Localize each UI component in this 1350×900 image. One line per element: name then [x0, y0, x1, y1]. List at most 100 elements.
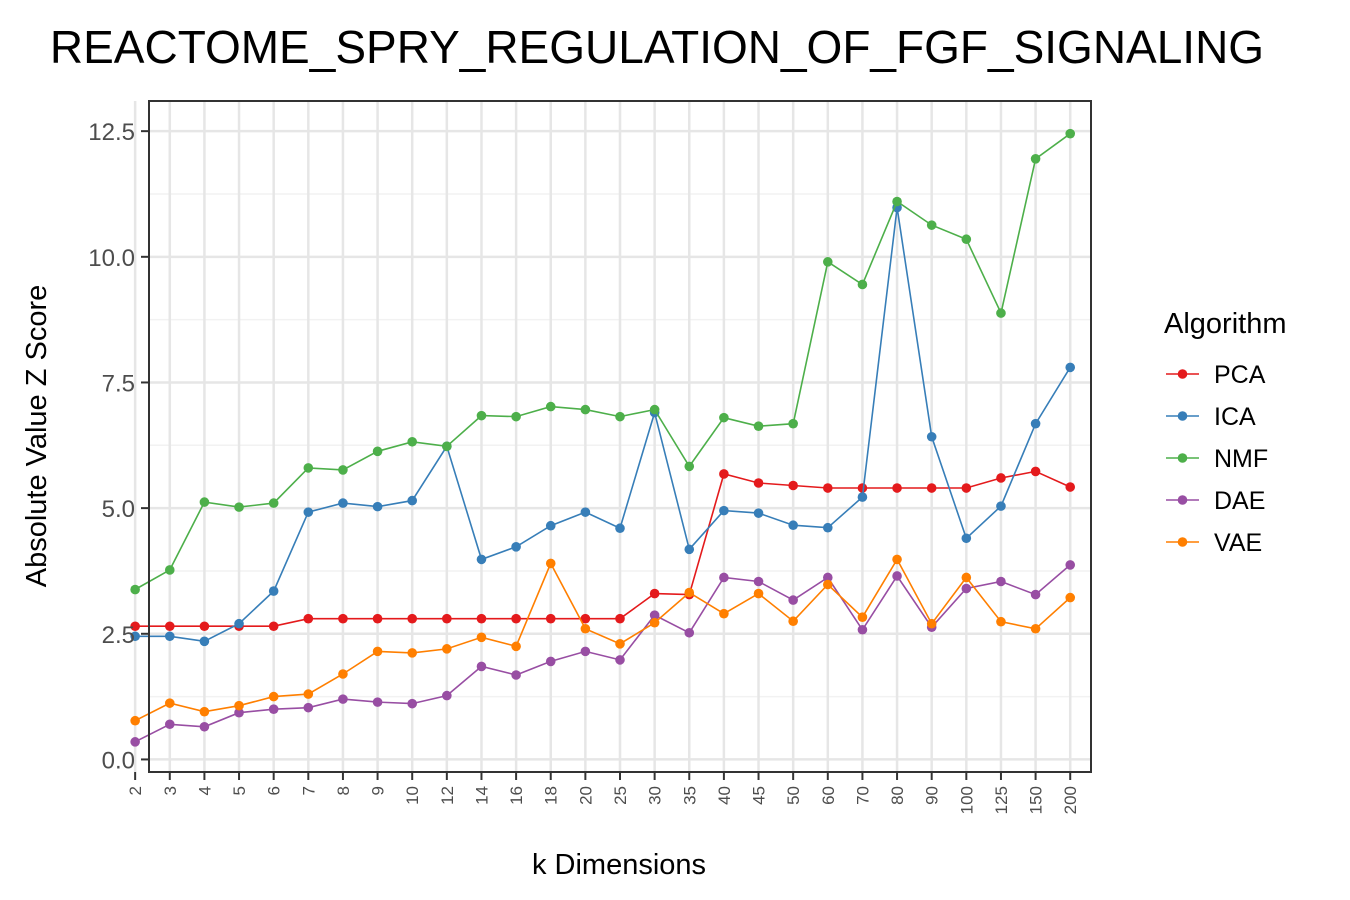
data-point — [1065, 362, 1076, 373]
legend-label: DAE — [1214, 487, 1265, 515]
data-point — [753, 508, 764, 518]
data-point — [476, 632, 487, 643]
x-tick-label: 70 — [853, 786, 872, 805]
x-tick-label: 30 — [646, 786, 665, 805]
x-tick-label: 125 — [992, 786, 1011, 814]
chart-title: REACTOME_SPRY_REGULATION_OF_FGF_SIGNALIN… — [50, 21, 1264, 73]
data-point — [268, 498, 279, 508]
data-point — [372, 697, 383, 707]
data-point — [857, 483, 868, 493]
data-point — [511, 670, 521, 680]
data-point — [926, 220, 937, 230]
x-tick-label: 4 — [195, 786, 214, 795]
data-point — [545, 613, 556, 624]
x-axis-label: k Dimensions — [532, 849, 706, 881]
legend-item-vae: VAE — [1166, 529, 1262, 557]
data-point — [649, 404, 660, 415]
x-tick-label: 150 — [1027, 786, 1046, 814]
data-point — [822, 483, 833, 493]
x-tick-label: 45 — [750, 786, 769, 805]
legend-title: Algorithm — [1164, 308, 1287, 340]
data-point — [788, 418, 798, 429]
series-line — [134, 133, 1071, 591]
legend-item-dae: DAE — [1166, 487, 1265, 515]
data-point — [234, 502, 244, 512]
x-tick-label: 3 — [161, 786, 180, 795]
data-point — [892, 196, 902, 207]
data-point — [545, 656, 556, 667]
x-tick-label: 2 — [126, 786, 145, 795]
data-point — [961, 483, 972, 493]
data-point — [996, 501, 1006, 511]
data-point — [822, 579, 833, 590]
x-tick-label: 14 — [472, 786, 491, 805]
x-tick-label: 16 — [507, 786, 526, 805]
data-point — [892, 483, 902, 493]
grid — [133, 101, 1091, 772]
data-point — [649, 588, 660, 599]
series-line — [135, 470, 1071, 628]
data-point — [926, 483, 937, 493]
legend-key-point — [1177, 453, 1188, 463]
data-point — [407, 648, 418, 658]
data-point — [130, 715, 140, 726]
data-point — [338, 669, 348, 679]
data-point — [130, 584, 140, 595]
y-tick-label: 12.5 — [88, 119, 135, 146]
data-point — [372, 613, 383, 624]
data-point — [545, 520, 556, 531]
data-point — [649, 610, 660, 620]
x-tick-label: 7 — [299, 786, 318, 795]
x-tick-label: 100 — [957, 786, 976, 814]
data-point — [407, 613, 418, 624]
x-tick-label: 90 — [923, 786, 942, 805]
data-point — [372, 646, 383, 657]
series-layer — [130, 128, 1076, 747]
legend-key-point — [1177, 411, 1188, 421]
data-point — [788, 616, 798, 627]
series-nmf — [130, 128, 1076, 595]
data-point — [753, 576, 764, 587]
data-point — [1030, 154, 1041, 164]
data-point — [580, 404, 591, 415]
data-point — [719, 412, 729, 423]
data-point — [511, 613, 521, 624]
x-tick-label: 8 — [334, 786, 353, 795]
data-point — [164, 698, 175, 708]
series-vae — [130, 554, 1076, 726]
data-point — [303, 702, 314, 713]
data-point — [857, 612, 868, 622]
data-point — [788, 520, 798, 531]
data-point — [580, 646, 591, 657]
data-point — [996, 576, 1006, 587]
x-tick-label: 50 — [784, 786, 803, 805]
data-point — [234, 707, 244, 718]
data-point — [164, 631, 175, 642]
data-point — [580, 613, 591, 624]
data-point — [268, 621, 279, 632]
data-point — [857, 624, 868, 635]
data-point — [476, 661, 487, 672]
x-tick-label: 40 — [715, 786, 734, 805]
legend-label: ICA — [1214, 403, 1256, 431]
x-tick-label: 18 — [542, 786, 561, 805]
data-point — [234, 618, 244, 629]
legend-key-point — [1177, 495, 1188, 505]
legend-label: PCA — [1214, 361, 1266, 389]
data-point — [545, 558, 556, 569]
data-point — [1065, 560, 1076, 570]
data-point — [649, 617, 660, 628]
data-point — [476, 554, 487, 565]
y-tick-label: 2.5 — [102, 622, 135, 649]
y-axis-label: Absolute Value Z Score — [21, 285, 53, 588]
data-point — [892, 571, 902, 581]
data-point — [1030, 623, 1041, 634]
x-tick-label: 9 — [369, 786, 388, 795]
data-point — [199, 706, 210, 717]
data-point — [684, 587, 695, 598]
y-tick-label: 5.0 — [102, 496, 135, 523]
data-point — [1065, 128, 1076, 139]
x-tick-label: 80 — [888, 786, 907, 805]
series-line — [135, 207, 1071, 643]
